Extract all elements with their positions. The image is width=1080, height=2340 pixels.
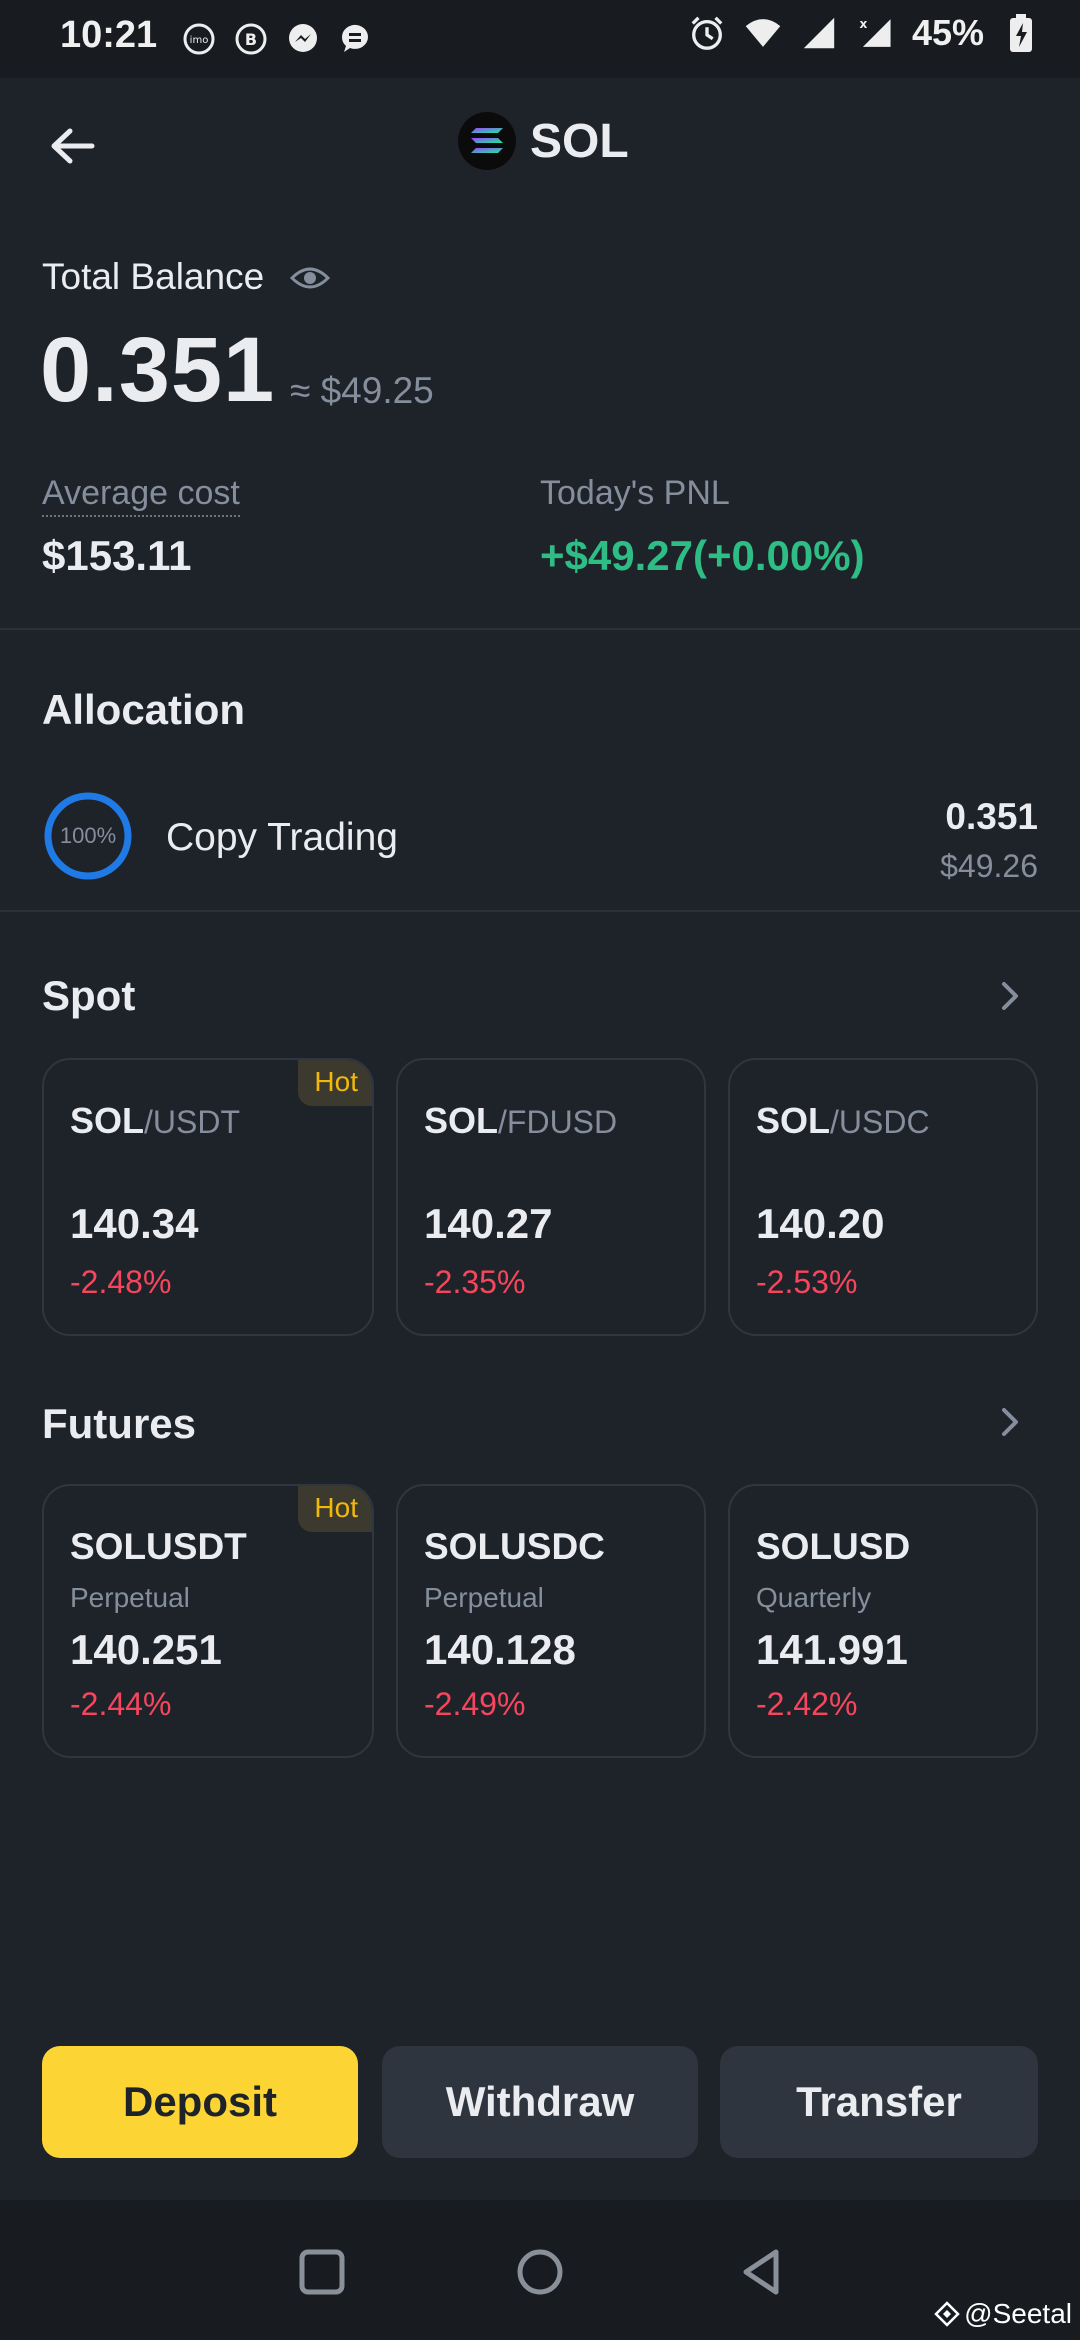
watermark-text: @Seetal: [964, 2298, 1072, 2329]
messenger-icon: [284, 20, 322, 58]
contract-name: SOLUSD: [756, 1526, 911, 1567]
message-icon: [336, 20, 374, 58]
contract-price: 140.251: [70, 1626, 222, 1673]
svg-text:B: B: [245, 30, 257, 49]
pair-change: -2.35%: [424, 1264, 526, 1300]
pair-quote: /USDT: [144, 1104, 241, 1140]
business-icon: B: [232, 20, 270, 58]
total-balance-fiat: ≈ $49.25: [290, 370, 434, 411]
contract-change: -2.42%: [756, 1686, 858, 1722]
average-cost-value: $153.11: [42, 532, 192, 579]
contract-type: Quarterly: [756, 1582, 872, 1613]
battery-charging-icon: [1002, 14, 1040, 52]
pair-name: SOL/USDT: [70, 1100, 240, 1142]
allocation-ring-arc: [44, 792, 132, 880]
pair-change: -2.48%: [70, 1264, 172, 1300]
transfer-button[interactable]: Transfer: [720, 2046, 1038, 2158]
system-nav-bar: [0, 2200, 1080, 2340]
spot-card-sol-usdt[interactable]: Hot SOL/USDT 140.34 -2.48%: [42, 1058, 374, 1336]
page-title: SOL: [530, 114, 629, 168]
futures-card-solusd[interactable]: SOLUSD Quarterly 141.991 -2.42%: [728, 1484, 1038, 1758]
imo-icon: imo: [180, 20, 218, 58]
contract-name: SOLUSDT: [70, 1526, 247, 1567]
pair-price: 140.20: [756, 1200, 885, 1247]
binance-square-icon: [934, 2301, 960, 2327]
contract-price: 141.991: [756, 1626, 908, 1673]
contract-change: -2.44%: [70, 1686, 172, 1722]
allocation-amount: 0.351: [945, 796, 1038, 837]
contract-type: Perpetual: [424, 1582, 544, 1613]
allocation-title: Allocation: [42, 686, 246, 733]
arrow-left-icon: [51, 128, 95, 164]
alarm-icon: [688, 14, 726, 52]
todays-pnl-value: +$49.27(+0.00%): [540, 532, 865, 579]
back-button[interactable]: [44, 118, 100, 174]
svg-text:imo: imo: [190, 35, 209, 46]
spot-title: Spot: [42, 972, 136, 1019]
circle-icon: [517, 2249, 563, 2295]
recents-button[interactable]: [294, 2244, 350, 2300]
spot-card-sol-usdc[interactable]: SOL/USDC 140.20 -2.53%: [728, 1058, 1038, 1336]
contract-change: -2.49%: [424, 1686, 526, 1722]
pair-base: SOL: [756, 1100, 831, 1141]
header: SOL: [458, 112, 629, 170]
watermark: @Seetal: [934, 2298, 1072, 2330]
signal-icon: [800, 14, 838, 52]
status-bar: 10:21 imo B: [0, 0, 1080, 78]
pair-quote: /FDUSD: [498, 1104, 618, 1140]
spot-card-sol-fdusd[interactable]: SOL/FDUSD 140.27 -2.35%: [396, 1058, 706, 1336]
hot-badge: Hot: [298, 1486, 372, 1532]
notification-icons: imo B: [180, 20, 374, 58]
deposit-button[interactable]: Deposit: [42, 2046, 358, 2158]
system-icons: x 45%: [688, 12, 1040, 54]
status-time: 10:21: [60, 14, 158, 56]
pair-quote: /USDC: [830, 1104, 930, 1140]
divider: [0, 910, 1080, 912]
svg-text:x: x: [859, 17, 867, 31]
futures-card-solusdc[interactable]: SOLUSDC Perpetual 140.128 -2.49%: [396, 1484, 706, 1758]
divider: [0, 628, 1080, 630]
wifi-icon: [744, 14, 782, 52]
triangle-back-icon: [743, 2249, 779, 2295]
pair-change: -2.53%: [756, 1264, 858, 1300]
contract-type: Perpetual: [70, 1582, 190, 1613]
back-nav-button[interactable]: [734, 2244, 790, 2300]
pair-base: SOL: [424, 1100, 499, 1141]
hot-badge: Hot: [298, 1060, 372, 1106]
sol-logo-icon: [458, 112, 516, 170]
pair-name: SOL/FDUSD: [424, 1100, 617, 1142]
todays-pnl-label: Today's PNL: [540, 474, 730, 512]
chevron-right-icon[interactable]: [992, 978, 1028, 1014]
square-icon: [299, 2249, 345, 2295]
home-button[interactable]: [512, 2244, 568, 2300]
total-balance-label: Total Balance: [42, 256, 265, 297]
total-balance-amount: 0.351: [40, 319, 276, 421]
futures-card-solusdt[interactable]: Hot SOLUSDT Perpetual 140.251 -2.44%: [42, 1484, 374, 1758]
allocation-ring: [44, 792, 132, 880]
contract-price: 140.128: [424, 1626, 576, 1673]
pair-name: SOL/USDC: [756, 1100, 930, 1142]
withdraw-button[interactable]: Withdraw: [382, 2046, 698, 2158]
chevron-right-icon[interactable]: [992, 1404, 1028, 1440]
signal-x-icon: x: [856, 14, 894, 52]
eye-icon[interactable]: [289, 258, 331, 298]
contract-name: SOLUSDC: [424, 1526, 605, 1567]
pair-price: 140.34: [70, 1200, 199, 1247]
futures-title: Futures: [42, 1400, 197, 1447]
battery-level: 45%: [911, 12, 984, 53]
allocation-name: Copy Trading: [166, 816, 398, 859]
pair-base: SOL: [70, 1100, 145, 1141]
average-cost-label[interactable]: Average cost: [42, 474, 240, 517]
allocation-percent: 100%: [59, 823, 117, 848]
pair-price: 140.27: [424, 1200, 553, 1247]
allocation-fiat: $49.26: [940, 848, 1038, 884]
